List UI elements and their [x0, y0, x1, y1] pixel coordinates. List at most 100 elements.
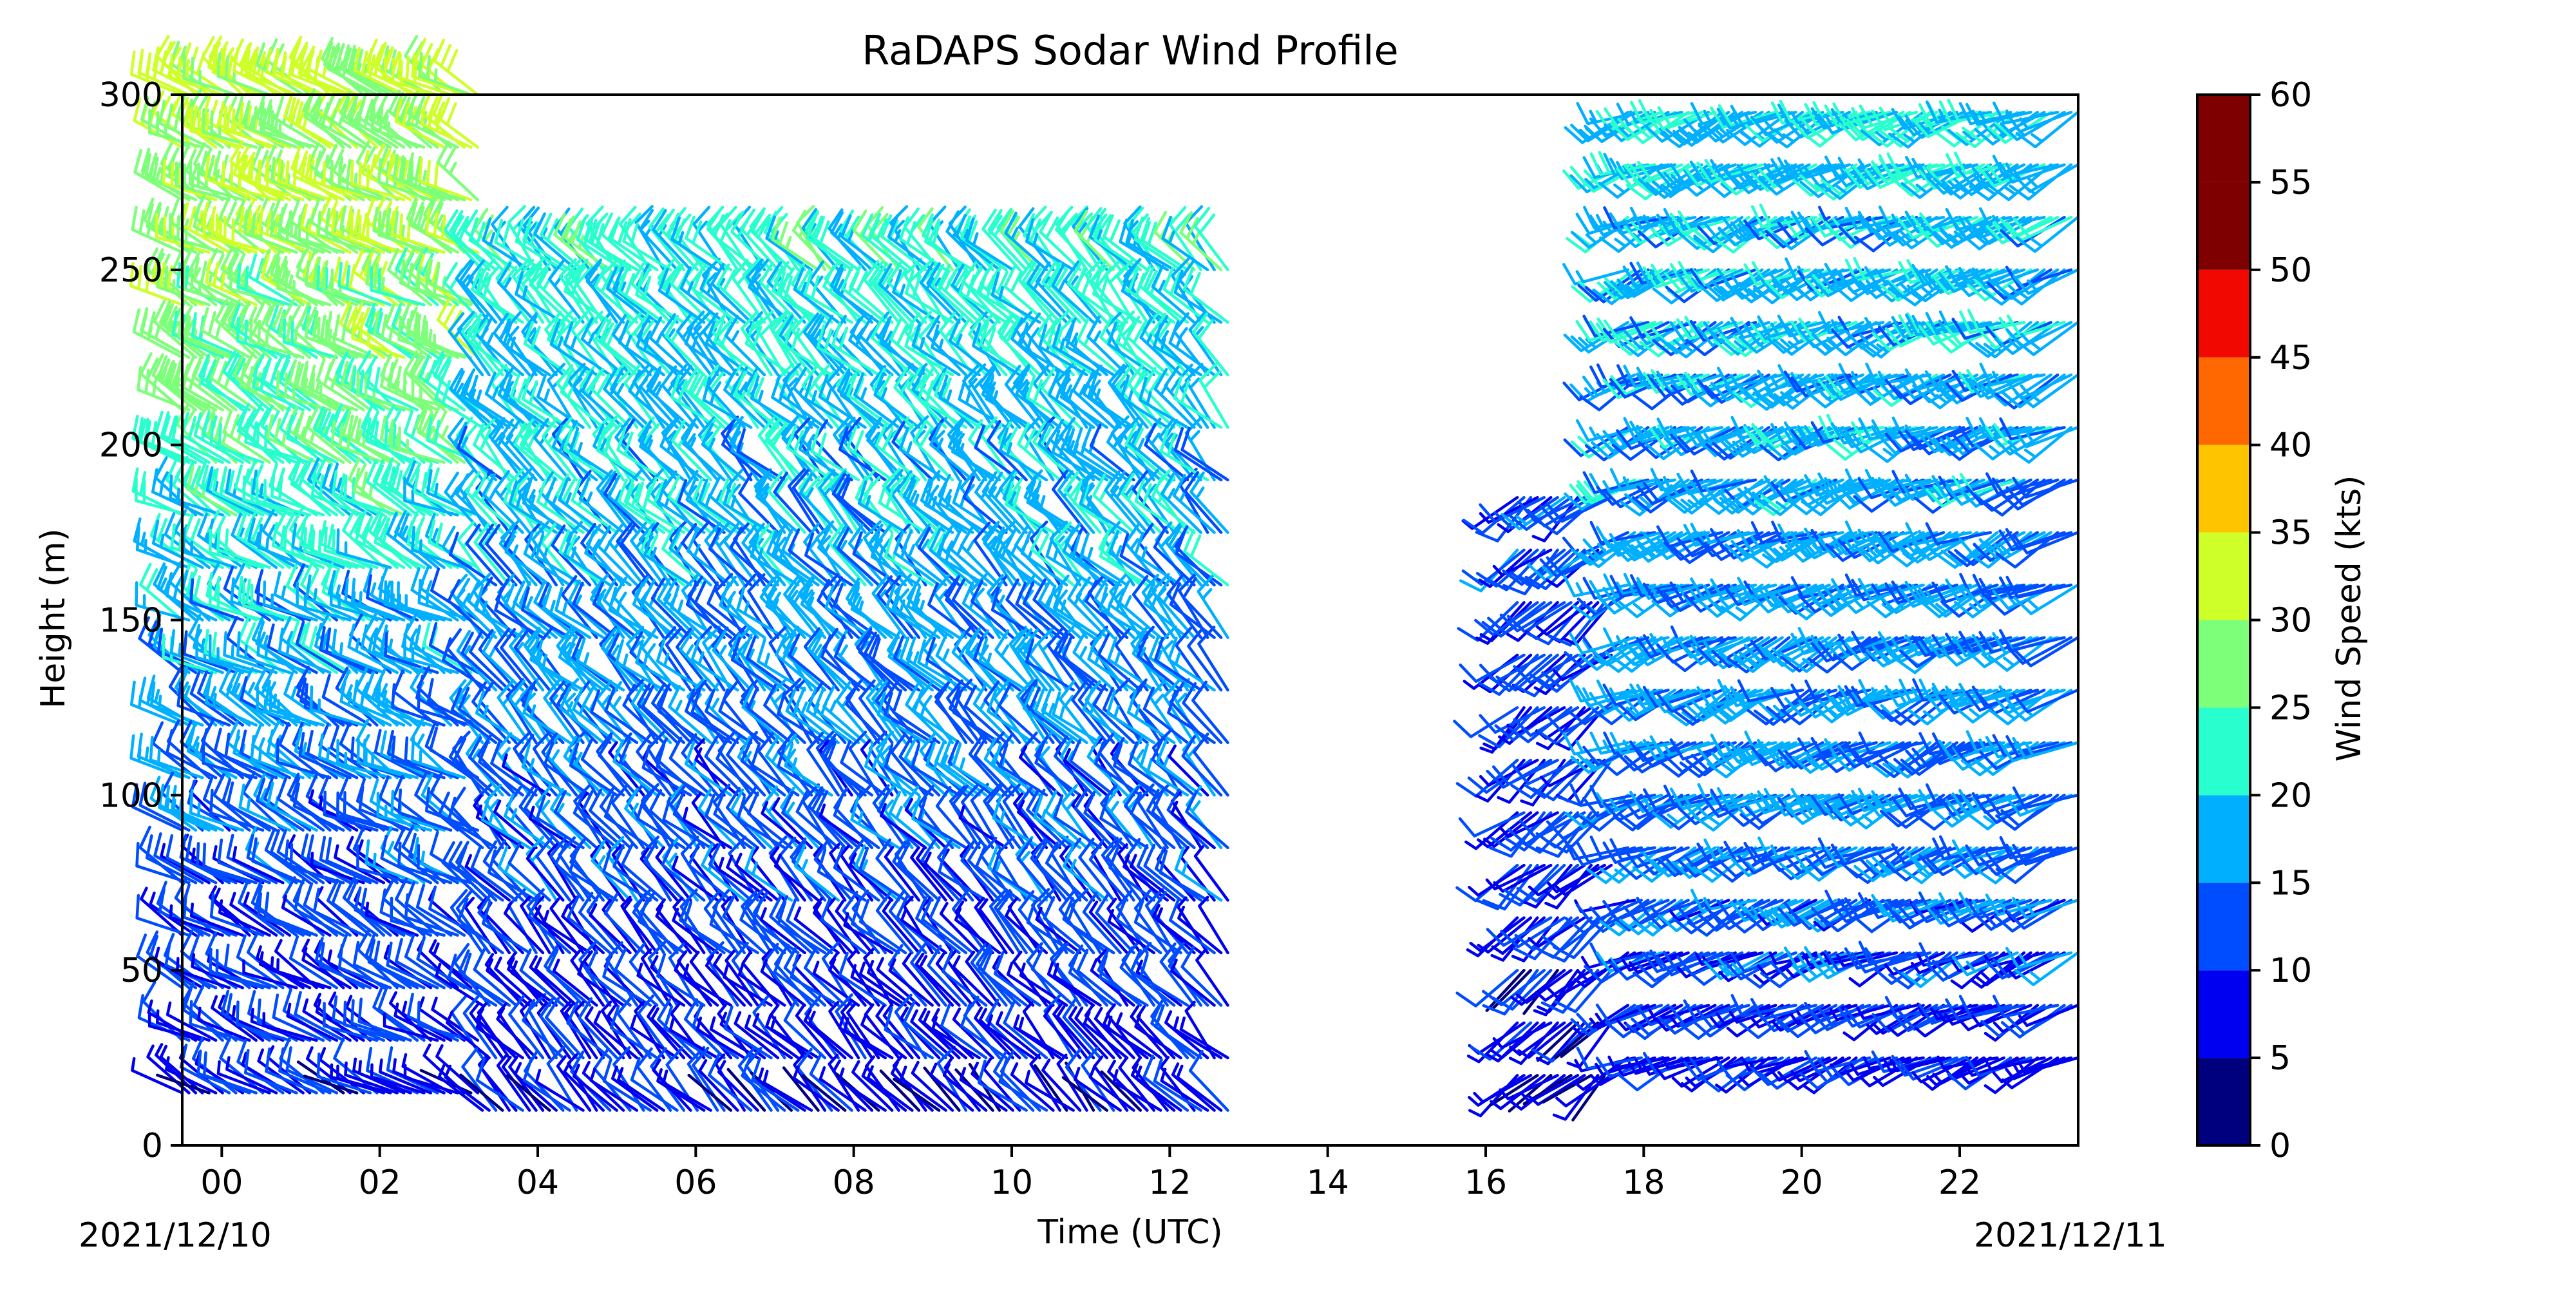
wind-barb — [306, 405, 352, 464]
wind-barb — [281, 298, 325, 359]
wind-barb — [617, 268, 665, 324]
wind-barb — [317, 733, 372, 779]
wind-barb — [189, 903, 245, 937]
y-tick-label: 0 — [142, 1127, 163, 1165]
wind-barb — [171, 248, 218, 307]
wind-barb — [137, 48, 191, 97]
wind-barb — [580, 737, 625, 797]
wind-barb — [670, 584, 719, 639]
wind-barb — [679, 629, 719, 692]
wind-barb — [426, 469, 480, 517]
wind-barb — [572, 581, 618, 639]
wind-barb — [482, 217, 531, 272]
wind-barb — [357, 997, 412, 1042]
wind-barb — [535, 837, 571, 902]
wind-barb — [202, 108, 258, 149]
wind-barb — [590, 367, 632, 429]
wind-barb — [672, 896, 706, 955]
wind-barb — [858, 899, 907, 955]
wind-barb — [357, 1060, 412, 1095]
wind-barb — [441, 841, 484, 902]
wind-barb — [222, 409, 271, 464]
wind-barb — [554, 586, 605, 639]
wind-barb — [209, 948, 265, 990]
wind-barb — [474, 586, 524, 639]
wind-barb — [661, 527, 706, 587]
wind-barb — [426, 258, 480, 307]
wind-barb — [166, 1001, 218, 1042]
wind-barb — [478, 739, 524, 797]
wind-barb — [444, 1064, 491, 1112]
wind-barb — [539, 996, 578, 1060]
wind-barb — [685, 688, 733, 745]
x-tick-label: 08 — [833, 1163, 875, 1202]
wind-barb — [497, 262, 538, 324]
wind-barb — [169, 198, 218, 254]
wind-barb — [1492, 1021, 1553, 1049]
wind-barb — [223, 105, 278, 149]
wind-barb — [662, 796, 712, 850]
wind-barb — [542, 585, 592, 639]
wind-barb — [323, 526, 379, 569]
wind-barb — [521, 586, 571, 639]
wind-barb — [269, 686, 325, 727]
wind-barb — [534, 957, 578, 1007]
wind-barb — [563, 1060, 605, 1112]
wind-barb — [655, 904, 699, 955]
wind-barb — [169, 53, 224, 97]
wind-barb — [453, 737, 498, 797]
wind-barb — [485, 523, 524, 587]
y-tick-label: 100 — [99, 776, 163, 815]
wind-barb — [238, 783, 292, 832]
wind-barb — [383, 55, 439, 97]
wind-barb — [450, 888, 484, 955]
wind-barb — [480, 796, 531, 850]
wind-barb — [263, 156, 318, 202]
colorbar-tick-label: 5 — [2269, 1039, 2291, 1078]
wind-barb — [347, 44, 399, 97]
wind-barb — [391, 683, 446, 727]
wind-barb — [602, 953, 652, 1007]
wind-barb — [584, 1006, 625, 1060]
colorbar-segment — [2197, 357, 2250, 445]
wind-barb — [337, 262, 392, 307]
wind-barb — [536, 794, 585, 850]
wind-barb — [403, 634, 459, 674]
wind-barb — [318, 942, 372, 990]
colorbar-segment — [2197, 532, 2250, 620]
colorbar-tick-label: 10 — [2269, 952, 2312, 990]
wind-barb — [336, 791, 392, 832]
wind-barb — [377, 158, 433, 202]
wind-barb — [361, 149, 412, 202]
wind-barb — [404, 893, 459, 937]
wind-barb — [482, 631, 524, 692]
wind-barb — [507, 841, 551, 902]
wind-barb — [407, 99, 459, 149]
wind-barb — [519, 423, 565, 482]
wind-barb — [131, 783, 184, 832]
wind-barb — [258, 100, 312, 149]
wind-barb — [249, 158, 305, 202]
wind-barb — [182, 42, 231, 97]
wind-barb — [455, 577, 498, 639]
wind-barb — [378, 1058, 433, 1095]
wind-barb — [216, 1060, 271, 1095]
wind-barb — [618, 320, 665, 377]
wind-barb — [153, 832, 204, 885]
wind-barb — [622, 218, 672, 272]
wind-barb — [209, 420, 265, 464]
wind-barb — [330, 160, 386, 202]
wind-barb — [394, 97, 446, 149]
wind-barb — [201, 95, 251, 149]
wind-barb — [303, 882, 352, 937]
wind-barb — [431, 997, 480, 1042]
wind-barb — [487, 849, 538, 902]
wind-barb — [137, 365, 191, 412]
wind-barb — [164, 941, 218, 990]
wind-barb — [457, 897, 504, 955]
wind-barb — [508, 679, 545, 745]
wind-barb — [578, 997, 618, 1060]
wind-barb — [298, 732, 352, 779]
wind-barb — [176, 957, 231, 990]
wind-barb — [272, 993, 325, 1042]
